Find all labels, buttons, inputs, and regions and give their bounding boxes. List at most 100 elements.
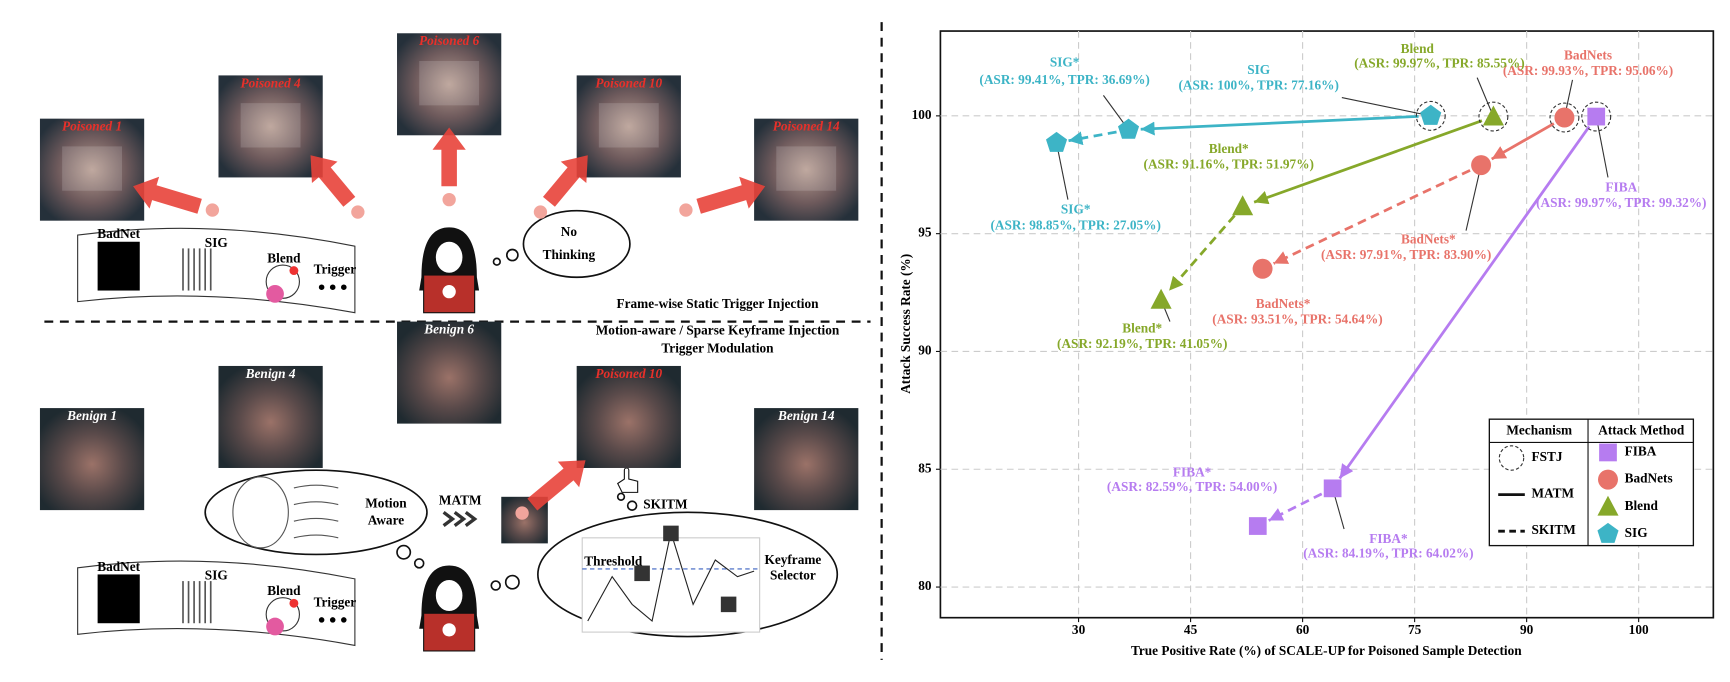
fstj-ring xyxy=(1581,101,1612,132)
cursor-icon xyxy=(616,467,639,493)
frame-label: Poisoned 4 xyxy=(240,75,301,90)
legend-title: Mechanism xyxy=(1506,422,1572,437)
point-name: SIG* xyxy=(1050,54,1080,69)
legend-label: BadNets xyxy=(1625,471,1673,486)
legend-label: Blend xyxy=(1625,498,1659,513)
face-frame xyxy=(397,33,502,136)
face-frame xyxy=(218,75,323,178)
strip-label: SIG xyxy=(205,235,228,250)
y-axis-title: Attack Success Rate (%) xyxy=(898,254,913,394)
marker-triangle xyxy=(1150,288,1172,309)
y-tick-label: 95 xyxy=(918,225,932,240)
x-tick-label: 45 xyxy=(1184,622,1198,637)
leader-line xyxy=(1465,164,1482,231)
frame-label: Poisoned 10 xyxy=(595,75,662,90)
marker-square xyxy=(1323,479,1342,498)
motion-sketch xyxy=(232,476,339,549)
arrow-dot xyxy=(205,203,220,217)
strip-label: BadNet xyxy=(97,559,140,574)
arrow-dot xyxy=(679,203,693,217)
strip-label: SIG xyxy=(205,568,228,583)
legend-label: FIBA xyxy=(1625,443,1657,458)
arrow-dot xyxy=(351,205,365,219)
connector xyxy=(1253,119,1483,205)
point-name: BadNets* xyxy=(1401,232,1456,247)
face-frame xyxy=(576,365,681,468)
point-annotation: (ASR: 82.59%, TPR: 54.00%) xyxy=(1107,479,1277,494)
point-annotation: (ASR: 97.91%, TPR: 83.90%) xyxy=(1321,247,1491,262)
marker-circle xyxy=(1554,107,1575,128)
point-annotation: (ASR: 93.51%, TPR: 54.64%) xyxy=(1212,312,1382,327)
module-label: MATM xyxy=(439,492,482,507)
connector xyxy=(1268,492,1323,522)
section-caption: Trigger Modulation xyxy=(661,340,774,355)
legend-label: MATM xyxy=(1531,486,1574,501)
frame-label: Poisoned 14 xyxy=(773,119,840,134)
trigger-overlay xyxy=(62,146,123,191)
strip-label: Trigger xyxy=(314,594,357,609)
point-annotation: (ASR: 99.41%, TPR: 36.69%) xyxy=(979,72,1149,87)
x-tick-label: 100 xyxy=(1629,622,1649,637)
connector xyxy=(1168,214,1236,292)
marker-pentagon xyxy=(1117,118,1140,139)
strip-label: Trigger xyxy=(314,262,357,277)
trigger-overlay xyxy=(240,103,301,148)
legend-box xyxy=(1488,418,1695,547)
fstj-ring xyxy=(1415,100,1446,131)
frame-label: Benign 14 xyxy=(777,408,835,423)
leader-line xyxy=(1055,142,1069,200)
red-arrow xyxy=(527,460,586,511)
marker-circle xyxy=(1598,469,1618,490)
point-name: BadNets xyxy=(1564,48,1612,63)
plot-frame xyxy=(939,30,1715,619)
point-name: Blend xyxy=(1401,41,1435,56)
cloud-text: No xyxy=(561,224,578,239)
x-tick-label: 30 xyxy=(1072,622,1086,637)
arrow-dot xyxy=(515,506,529,520)
trigger-strip: BadNet SIG Blend Trigger xyxy=(77,226,357,314)
point-annotation: (ASR: 99.97%, TPR: 85.55%) xyxy=(1354,55,1524,70)
strip-label: Blend xyxy=(267,583,301,598)
face-frame xyxy=(218,365,323,468)
marker-pentagon xyxy=(1045,131,1068,152)
legend-label: SKITM xyxy=(1531,522,1576,537)
point-name: FIBA* xyxy=(1173,465,1212,480)
point-annotation: (ASR: 98.85%, TPR: 27.05%) xyxy=(990,217,1160,232)
threshold-label: Threshold xyxy=(584,553,643,568)
y-tick-label: 90 xyxy=(918,343,932,358)
y-tick-label: 100 xyxy=(912,107,932,122)
y-tick-label: 85 xyxy=(918,460,932,475)
legend-title: Attack Method xyxy=(1598,422,1685,437)
point-name: FIBA xyxy=(1605,180,1637,195)
red-arrow xyxy=(432,127,466,187)
frame-label: Poisoned 10 xyxy=(595,366,662,381)
connector xyxy=(1273,169,1471,265)
connector xyxy=(1490,122,1555,161)
marker-circle xyxy=(1471,155,1492,176)
marker-circle xyxy=(1252,258,1273,279)
cloud-text: Selector xyxy=(770,568,816,583)
point-name: Blend* xyxy=(1209,141,1249,156)
marker-square xyxy=(1599,443,1617,462)
strip-label: Blend xyxy=(267,251,301,266)
keyframe-plot xyxy=(581,525,761,633)
legend-ring xyxy=(1498,445,1525,471)
marker-triangle xyxy=(1232,195,1254,216)
x-tick-label: 60 xyxy=(1296,622,1310,637)
red-arrow xyxy=(542,155,588,207)
marker-square xyxy=(1587,107,1606,126)
trigger-overlay xyxy=(419,60,480,106)
x-axis-title: True Positive Rate (%) of SCALE-UP for P… xyxy=(1131,643,1522,658)
cloud-text: Keyframe xyxy=(764,552,821,567)
marker-triangle xyxy=(1597,495,1619,516)
leader-line xyxy=(1476,77,1494,117)
point-name: FIBA* xyxy=(1369,531,1408,546)
point-name: SIG* xyxy=(1061,202,1091,217)
legend-label: FSTJ xyxy=(1531,449,1562,464)
red-arrow xyxy=(310,155,356,207)
frame-label: Benign 4 xyxy=(245,366,296,381)
frame-label: Benign 1 xyxy=(66,408,117,423)
arrow-dot xyxy=(533,205,548,219)
point-annotation: (ASR: 92.19%, TPR: 41.05%) xyxy=(1057,336,1227,351)
